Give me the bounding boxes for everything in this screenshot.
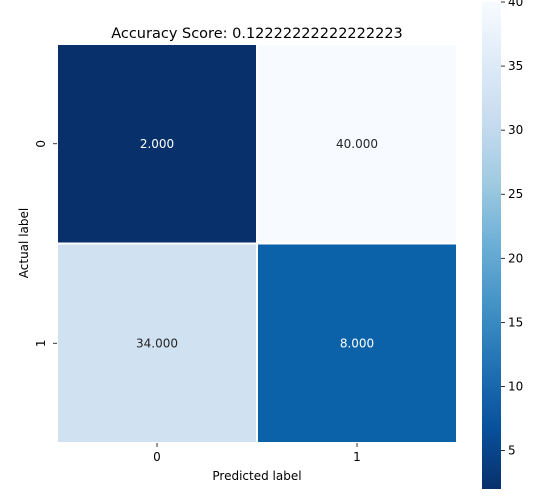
x-axis-label: Predicted label [212, 469, 301, 483]
cell-value-label: 34.000 [136, 336, 178, 350]
colorbar-tick-label: 40 [508, 0, 523, 9]
heatmap-cells [56, 43, 458, 444]
y-tick-label: 0 [34, 140, 48, 148]
y-axis-label: Actual label [17, 208, 31, 278]
colorbar-tick-label: 30 [508, 123, 523, 137]
colorbar-tick-label: 10 [508, 379, 523, 393]
cell-value-label: 8.000 [340, 336, 374, 350]
colorbar-tick-label: 20 [508, 251, 523, 265]
cell-value-label: 2.000 [140, 137, 174, 151]
colorbar [482, 2, 501, 489]
y-axis-ticks: 01 [34, 140, 57, 347]
heatmap-cell-labels: 2.000 40.000 34.000 8.000 [136, 137, 378, 351]
cell-value-label: 40.000 [336, 137, 378, 151]
colorbar-tick-label: 5 [508, 444, 516, 458]
x-tick-label: 0 [153, 450, 161, 464]
heatmap-cell [56, 242, 258, 444]
colorbar-ticks: 5 10 15 20 25 30 35 40 [501, 0, 523, 458]
heatmap-cell [56, 43, 258, 245]
colorbar-tick-label: 15 [508, 315, 523, 329]
x-tick-label: 1 [353, 450, 361, 464]
colorbar-tick-label: 35 [508, 59, 523, 73]
heatmap-cell [256, 242, 458, 444]
chart-title: Accuracy Score: 0.12222222222222223 [111, 26, 403, 42]
colorbar-tick-label: 25 [508, 187, 523, 201]
heatmap-cell [256, 43, 458, 245]
y-tick-label: 1 [34, 339, 48, 347]
